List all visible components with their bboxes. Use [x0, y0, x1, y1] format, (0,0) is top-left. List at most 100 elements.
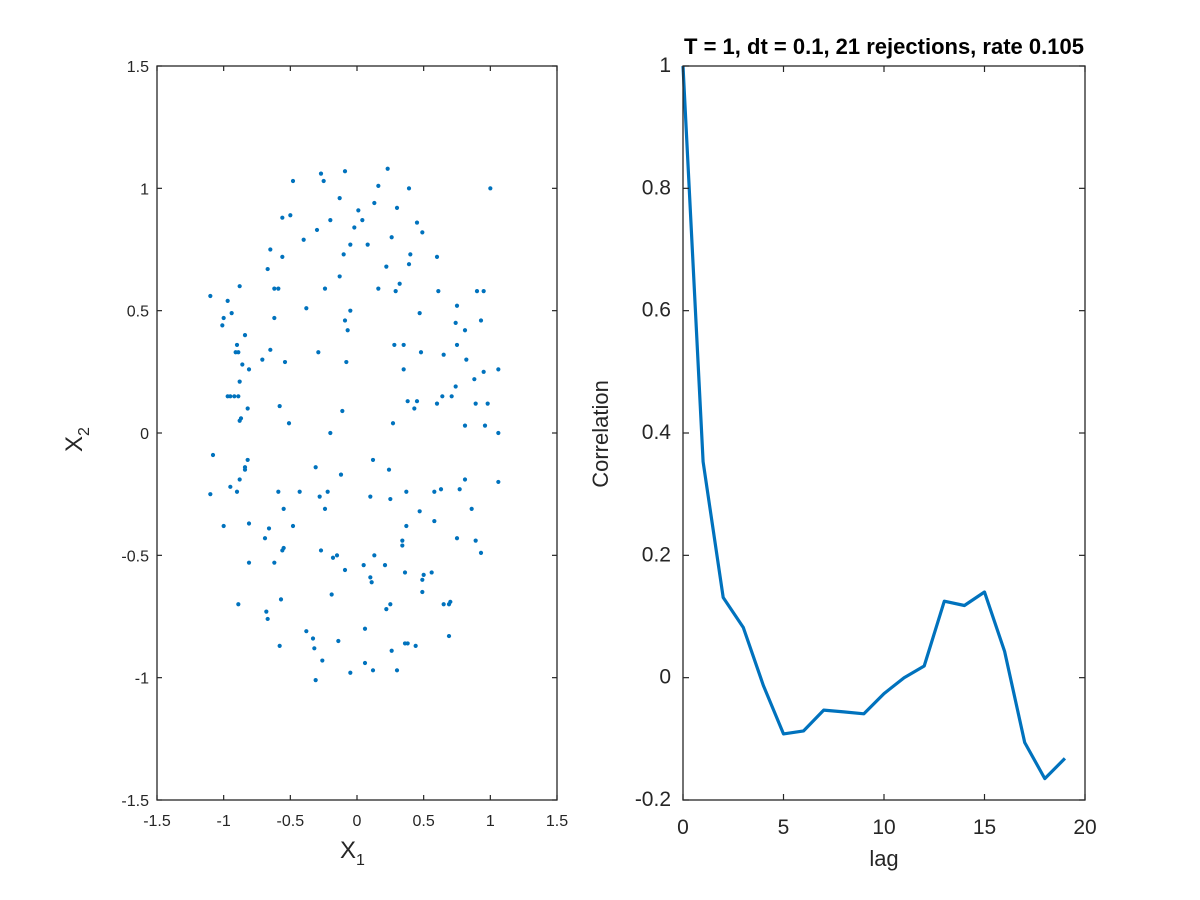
scatter-point — [473, 401, 478, 406]
y-tick-label: -1 — [135, 671, 149, 688]
scatter-point — [225, 298, 230, 303]
x-tick-label: -1 — [217, 813, 231, 830]
scatter-point — [432, 489, 437, 494]
scatter-point — [345, 328, 350, 333]
scatter-point — [488, 186, 493, 191]
scatter-point — [474, 288, 480, 294]
scatter-point — [401, 342, 406, 348]
y-tick-label: 0 — [659, 666, 671, 689]
scatter-point — [365, 242, 370, 247]
scatter-point — [376, 183, 381, 188]
scatter-point — [421, 572, 426, 578]
x-tick-label: 1.5 — [546, 813, 568, 830]
scatter-point — [322, 286, 328, 291]
scatter-point — [325, 489, 330, 494]
scatter-point — [440, 394, 445, 399]
scatter-point — [462, 477, 468, 482]
scatter-point — [246, 521, 252, 526]
scatter-point — [434, 401, 440, 406]
scatter-point — [434, 254, 440, 259]
y-tick-label: 0.2 — [642, 543, 671, 566]
scatter-point — [265, 616, 270, 622]
scatter-point — [393, 288, 398, 294]
scatter-point — [481, 288, 486, 294]
scatter-point — [234, 489, 240, 494]
scatter-point — [478, 550, 484, 555]
x-tick-label: 0 — [353, 813, 362, 830]
scatter-xlabel: X1 — [340, 837, 365, 869]
scatter-point — [481, 369, 486, 374]
scatter-point — [276, 286, 281, 291]
scatter-point — [336, 638, 341, 644]
x-tick-label: 10 — [872, 816, 895, 839]
scatter-point — [384, 264, 389, 269]
scatter-point — [328, 430, 333, 436]
scatter-point — [372, 200, 377, 206]
scatter-point — [245, 406, 250, 411]
scatter-point — [356, 208, 361, 213]
scatter-point — [208, 492, 213, 497]
scatter-point — [304, 306, 309, 311]
scatter-point — [280, 254, 285, 259]
scatter-point — [317, 494, 322, 499]
scatter-point — [236, 602, 241, 607]
y-tick-label: 1.5 — [127, 59, 149, 76]
scatter-point — [237, 284, 242, 289]
scatter-point — [282, 359, 288, 365]
scatter-panel: -1.5 -1 -0.5 0 0.5 1 1.5-1.5-1-0.500.511.5 X1 … — [61, 59, 568, 869]
scatter-point — [473, 538, 478, 543]
scatter-point — [322, 506, 328, 511]
scatter-point — [318, 548, 324, 553]
scatter-point — [360, 218, 365, 223]
scatter-point — [397, 281, 402, 286]
x-tick-label: 5 — [778, 816, 790, 839]
scatter-point — [404, 489, 409, 494]
x-tick-label: -1.5 — [143, 813, 171, 830]
x-tick-label: 0.5 — [413, 813, 435, 830]
scatter-point — [469, 506, 474, 511]
scatter-point — [394, 668, 400, 673]
scatter-point — [454, 342, 460, 348]
scatter-point — [260, 357, 265, 362]
scatter-point — [237, 379, 242, 384]
scatter-point — [454, 536, 460, 541]
scatter-point — [388, 496, 393, 502]
scatter-point — [265, 266, 270, 272]
scatter-point — [417, 311, 422, 316]
scatter-point — [482, 423, 488, 428]
scatter-point — [408, 252, 413, 257]
scatter-point — [321, 178, 326, 184]
scatter-point — [316, 350, 321, 355]
scatter-point — [272, 315, 277, 321]
scatter-point — [370, 668, 376, 673]
y-tick-label: 0.6 — [642, 299, 671, 322]
scatter-point — [361, 563, 366, 568]
scatter-point — [402, 570, 408, 575]
correlation-panel: 0 5 10 15 20 -0.2 0 0.2 0.4 0.6 0.8 1 T = 1, dt = 0… — [588, 34, 1097, 871]
scatter-point — [400, 543, 405, 548]
scatter-point — [304, 629, 309, 634]
scatter-points — [208, 166, 501, 683]
scatter-point — [414, 399, 420, 404]
x-tick-label: 20 — [1073, 816, 1096, 839]
scatter-point — [401, 367, 406, 372]
scatter-point — [414, 220, 420, 225]
scatter-point — [320, 658, 325, 663]
scatter-point — [342, 318, 348, 323]
scatter-point — [406, 186, 412, 191]
scatter-point — [388, 602, 393, 607]
scatter-point — [313, 678, 318, 683]
scatter-point — [341, 252, 346, 257]
x-tick-label: -0.5 — [277, 813, 305, 830]
scatter-point — [278, 597, 284, 602]
scatter-point — [438, 487, 444, 492]
scatter-point — [272, 286, 277, 291]
scatter-point — [208, 293, 213, 299]
scatter-point — [328, 218, 333, 223]
scatter-point — [236, 394, 241, 399]
scatter-point — [420, 230, 425, 235]
scatter-point — [242, 467, 248, 472]
scatter-point — [404, 523, 409, 529]
scatter-point — [385, 166, 390, 171]
